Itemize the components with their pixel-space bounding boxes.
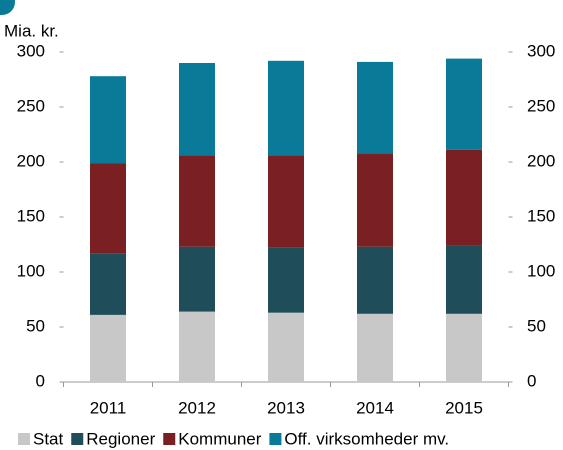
y-tick-label: 200 [17,151,45,170]
bar-segment [446,245,482,314]
y2-tick-label: 250 [527,96,555,115]
bar-segment [179,311,215,382]
bar-segment [179,63,215,156]
bar-segment [357,313,393,382]
bar-segment [90,163,126,254]
y-tick-label: 250 [17,96,45,115]
bar-segment [90,253,126,315]
x-tick-label: 2011 [90,398,127,417]
bar-segment [268,60,304,156]
bar-segment [357,246,393,314]
bar-segment [268,312,304,382]
y2-tick-label: 50 [527,316,546,335]
y-tick-label: 100 [17,261,45,280]
bar-segment [357,61,393,154]
bar-segment [90,76,126,164]
y2-tick-label: 300 [527,41,555,60]
bar-segment [446,58,482,150]
bar-segment [179,246,215,312]
x-tick-label: 2012 [178,398,216,417]
bar-segment [446,313,482,382]
bar-segment [446,149,482,246]
legend-label: Kommuner [178,429,261,448]
legend-label: Stat [33,429,64,448]
legend-label: Off. virksomheder mv. [284,429,449,448]
x-tick-label: 2014 [356,398,394,417]
bar-segment [268,247,304,313]
y2-tick-label: 100 [527,261,555,280]
legend-swatch [269,433,282,445]
y2-tick-label: 200 [527,151,555,170]
x-tick-label: 2015 [445,398,483,417]
x-tick-label: 2013 [267,398,305,417]
y-tick-label: 300 [17,41,45,60]
y2-tick-label: 0 [527,371,536,390]
y-tick-label: 50 [26,316,45,335]
bar-segment [90,314,126,382]
legend-swatch [71,433,84,445]
y2-tick-label: 150 [527,206,555,225]
legend-swatch [163,433,176,445]
bar-segment [357,153,393,247]
y-axis-label: Mia. kr. [4,21,59,40]
bar-segment [179,155,215,247]
legend-swatch [18,433,30,445]
legend-label: Regioner [86,429,155,448]
y-tick-label: 150 [17,206,45,225]
y-tick-label: 0 [36,371,45,390]
bar-segment [268,155,304,248]
logo-icon [0,0,15,15]
